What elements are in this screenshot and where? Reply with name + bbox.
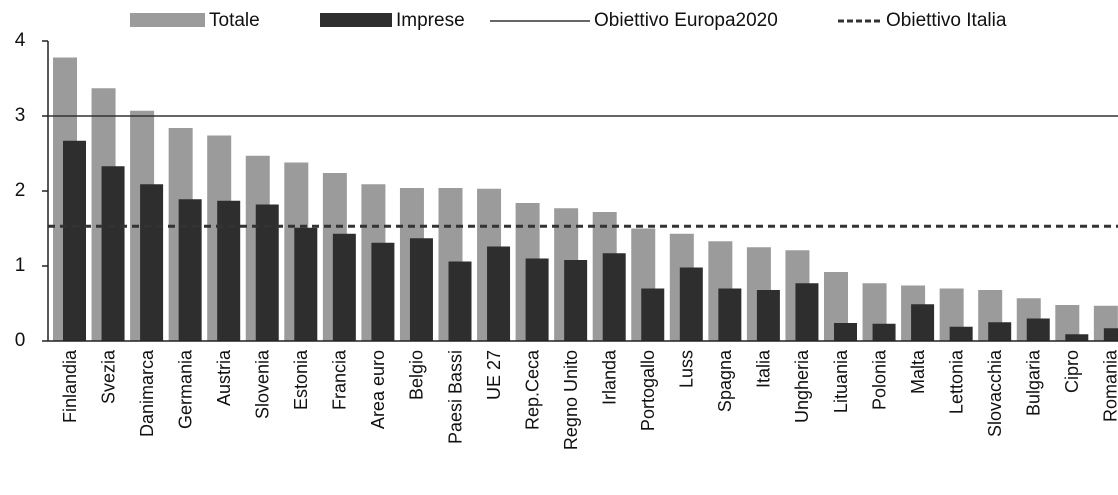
bar	[756, 290, 780, 341]
x-tick-label: Slovenia	[253, 349, 273, 419]
x-tick-label: Danimarca	[137, 349, 157, 437]
y-tick-label: 4	[15, 30, 26, 51]
x-tick-label: Svezia	[98, 349, 118, 404]
x-tick-label: Portogallo	[638, 350, 658, 431]
legend-swatch	[320, 13, 392, 27]
x-tick-label: Rep.Ceca	[522, 349, 542, 430]
x-tick-label: Germania	[175, 349, 195, 429]
bar	[718, 288, 742, 341]
bar	[294, 227, 318, 341]
bar	[679, 267, 703, 341]
legend-swatch	[130, 13, 205, 27]
x-tick-label: Bulgaria	[1024, 349, 1044, 416]
y-tick-label: 0	[15, 330, 26, 351]
x-tick-label: Lituania	[831, 349, 851, 413]
x-tick-label: Regno Unito	[561, 350, 581, 450]
x-tick-label: Ungheria	[792, 349, 812, 423]
x-tick-label: Slovacchia	[985, 349, 1005, 437]
x-tick-label: Finlandia	[60, 349, 80, 423]
y-tick-label: 1	[15, 255, 26, 276]
legend-label: Totale	[209, 10, 260, 31]
x-tick-label: Polonia	[869, 349, 889, 410]
bar	[332, 233, 356, 341]
x-tick-label: Paesi Bassi	[445, 350, 465, 444]
x-tick-label: Francia	[330, 349, 350, 410]
legend: Totale Imprese Obiettivo Europa2020 Obietti…	[130, 10, 1007, 31]
y-tick-label: 3	[15, 105, 26, 126]
x-tick-label: Lettonia	[946, 349, 966, 414]
bar	[988, 322, 1012, 341]
x-tick-label: Spagna	[715, 349, 735, 412]
bar	[602, 253, 626, 341]
bar	[371, 242, 395, 341]
x-tick-label: Cipro	[1062, 350, 1082, 393]
legend-label: Obiettivo Europa2020	[594, 10, 778, 31]
bar	[641, 288, 665, 341]
x-tick-label: Malta	[908, 349, 928, 394]
x-tick-label: UE 27	[484, 350, 504, 400]
bar	[63, 140, 86, 341]
bar	[564, 260, 588, 341]
bar	[101, 166, 125, 341]
bar	[487, 246, 511, 341]
bar	[872, 323, 896, 341]
x-tick-label: Austria	[214, 349, 234, 406]
bar	[949, 326, 973, 341]
legend-label: Imprese	[396, 10, 465, 31]
bar	[1103, 328, 1118, 341]
x-tick-label: Irlanda	[599, 349, 619, 405]
bar	[217, 200, 241, 341]
x-tick-label: Luss	[677, 350, 697, 388]
bar	[448, 261, 472, 341]
bar	[911, 304, 935, 341]
y-tick-label: 2	[15, 180, 26, 201]
bar	[255, 204, 279, 341]
x-tick-label: Italia	[754, 349, 774, 388]
x-tick-label: Area euro	[368, 350, 388, 429]
x-tick-label: Estonia	[291, 349, 311, 410]
bar	[178, 199, 202, 341]
bar	[834, 323, 857, 341]
bar	[1026, 318, 1050, 341]
bar	[409, 238, 433, 341]
bar	[1065, 334, 1089, 341]
bar	[140, 184, 164, 341]
bar	[525, 258, 549, 341]
legend-label: Obiettivo Italia	[886, 10, 1007, 31]
bar	[795, 283, 819, 341]
x-tick-label: Romania	[1101, 349, 1118, 422]
x-tick-label: Belgio	[407, 350, 427, 400]
